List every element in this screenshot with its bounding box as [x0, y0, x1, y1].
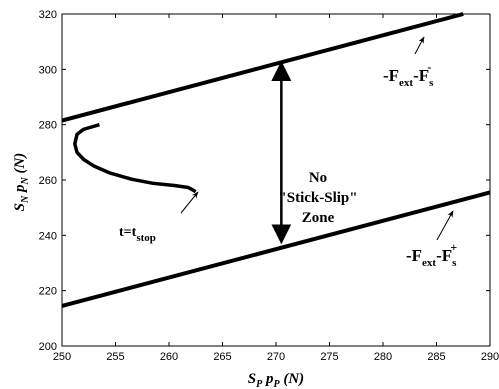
lower-label-pointer: [436, 210, 454, 241]
y-axis-title: SN pN (N): [12, 153, 31, 212]
x-tick-label: 260: [160, 351, 178, 363]
x-tick-label: 255: [106, 351, 124, 363]
upper-boundary-line: [61, 12, 464, 123]
x-axis-title: SP pP (N): [248, 371, 304, 389]
stop-label: t=tstop: [119, 225, 156, 244]
x-tick-label: 250: [53, 351, 71, 363]
trajectory-line: [73, 122, 197, 194]
y-tick-label: 220: [39, 286, 57, 298]
upper-label-pointer: [414, 36, 425, 55]
y-tick-label: 200: [39, 341, 57, 353]
y-tick-label: 240: [39, 230, 57, 242]
x-tick-label: 290: [481, 351, 499, 363]
upper-boundary-label: -Fext-Fs-: [383, 60, 434, 89]
lower-boundary-line: [61, 190, 491, 308]
x-tick-label: 280: [374, 351, 392, 363]
x-tick-label: 265: [213, 351, 231, 363]
stop-label-pointer: [180, 191, 199, 214]
y-tick-label: 300: [39, 64, 57, 76]
y-axis-ticks: 200 220 240 260 280 300 320: [39, 9, 490, 353]
x-tick-label: 275: [320, 351, 338, 363]
y-tick-label: 260: [39, 175, 57, 187]
y-tick-label: 320: [39, 9, 57, 21]
zone-label-line-2: "Stick-Slip": [278, 190, 357, 206]
zone-label-line-1: No: [309, 170, 327, 186]
y-tick-label: 280: [39, 120, 57, 132]
x-tick-label: 270: [267, 351, 285, 363]
x-tick-label: 285: [427, 351, 445, 363]
lower-boundary-label: -Fext-Fs+: [406, 240, 457, 269]
zone-label-line-3: Zone: [302, 210, 335, 226]
x-axis-ticks: 250 255 260 265 270 275 280 285 290: [53, 14, 499, 363]
